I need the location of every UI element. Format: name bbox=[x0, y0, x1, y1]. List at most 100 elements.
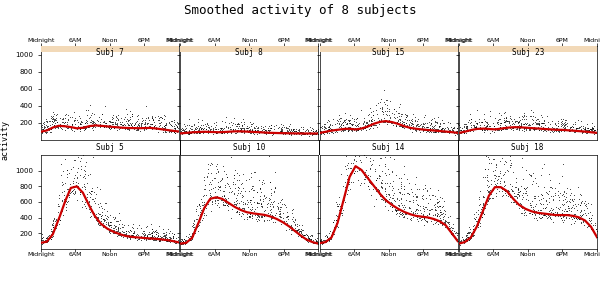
Point bbox=[432, 204, 442, 208]
Point bbox=[109, 217, 118, 221]
Point bbox=[559, 192, 568, 197]
Point bbox=[197, 210, 207, 214]
Point bbox=[318, 131, 328, 135]
Point bbox=[387, 169, 397, 174]
Point bbox=[164, 238, 174, 243]
Point bbox=[443, 129, 452, 133]
Point bbox=[80, 125, 90, 130]
Point bbox=[592, 229, 600, 233]
Point bbox=[232, 198, 242, 202]
Point bbox=[58, 117, 68, 121]
Point bbox=[444, 130, 454, 135]
Point bbox=[479, 212, 488, 216]
Point bbox=[355, 167, 364, 172]
Point bbox=[299, 233, 309, 237]
Point bbox=[236, 119, 245, 124]
Point bbox=[332, 217, 341, 222]
Point bbox=[525, 211, 535, 216]
Point bbox=[78, 192, 88, 196]
Point bbox=[392, 120, 402, 125]
Point bbox=[212, 131, 222, 135]
Point bbox=[228, 127, 238, 131]
Point bbox=[80, 127, 89, 132]
Point bbox=[553, 210, 562, 215]
Point bbox=[466, 126, 476, 131]
Point bbox=[86, 192, 95, 196]
Point bbox=[463, 235, 473, 240]
Point bbox=[181, 240, 191, 244]
Point bbox=[331, 121, 340, 126]
Point bbox=[537, 115, 547, 119]
Point bbox=[406, 117, 416, 122]
Point bbox=[238, 206, 247, 210]
Point bbox=[178, 241, 188, 246]
Point bbox=[544, 125, 553, 130]
Point bbox=[342, 177, 352, 182]
Point bbox=[539, 127, 549, 132]
Point bbox=[382, 181, 391, 185]
Point bbox=[336, 121, 346, 126]
Point bbox=[389, 107, 398, 112]
Point bbox=[211, 129, 220, 133]
Point bbox=[499, 118, 509, 122]
Point bbox=[336, 116, 346, 120]
Point bbox=[449, 234, 458, 239]
Point bbox=[434, 199, 443, 203]
Point bbox=[490, 182, 500, 187]
Point bbox=[85, 195, 95, 200]
Point bbox=[160, 231, 169, 235]
Point bbox=[584, 130, 593, 135]
Point bbox=[426, 121, 436, 126]
Point bbox=[104, 119, 114, 123]
Point bbox=[539, 212, 548, 216]
Point bbox=[512, 194, 521, 199]
Point bbox=[185, 237, 194, 241]
Point bbox=[425, 123, 434, 127]
Point bbox=[267, 213, 277, 218]
Point bbox=[168, 128, 178, 132]
Point bbox=[143, 125, 152, 129]
Point bbox=[482, 126, 492, 131]
Point bbox=[86, 119, 96, 124]
Point bbox=[336, 210, 346, 215]
Point bbox=[75, 121, 85, 125]
Point bbox=[127, 111, 137, 116]
Point bbox=[216, 125, 226, 130]
Point bbox=[86, 189, 96, 193]
Point bbox=[352, 128, 361, 132]
Point bbox=[535, 122, 544, 126]
Point bbox=[201, 124, 211, 128]
Point bbox=[145, 236, 155, 241]
Point bbox=[88, 124, 97, 128]
Point bbox=[187, 130, 197, 134]
Point bbox=[280, 202, 289, 206]
Point bbox=[238, 200, 247, 204]
Point bbox=[189, 130, 199, 135]
Point bbox=[481, 126, 490, 130]
Point bbox=[426, 121, 436, 126]
Point bbox=[423, 125, 433, 130]
Point bbox=[406, 216, 416, 220]
Point bbox=[309, 130, 319, 135]
Point bbox=[85, 210, 95, 214]
Point bbox=[461, 239, 470, 244]
Point bbox=[244, 189, 254, 193]
Point bbox=[218, 163, 228, 168]
Point bbox=[185, 234, 195, 239]
Point bbox=[201, 130, 211, 135]
Point bbox=[500, 188, 509, 192]
Point bbox=[538, 214, 547, 219]
Point bbox=[402, 123, 412, 127]
Point bbox=[339, 119, 349, 124]
Point bbox=[190, 126, 200, 130]
Point bbox=[43, 239, 53, 243]
Point bbox=[378, 123, 388, 128]
Point bbox=[241, 209, 250, 214]
Point bbox=[191, 129, 201, 133]
Point bbox=[554, 181, 563, 185]
Point bbox=[96, 213, 106, 218]
Point bbox=[280, 131, 290, 136]
Point bbox=[485, 195, 495, 200]
Point bbox=[235, 185, 244, 190]
Point bbox=[394, 198, 404, 202]
